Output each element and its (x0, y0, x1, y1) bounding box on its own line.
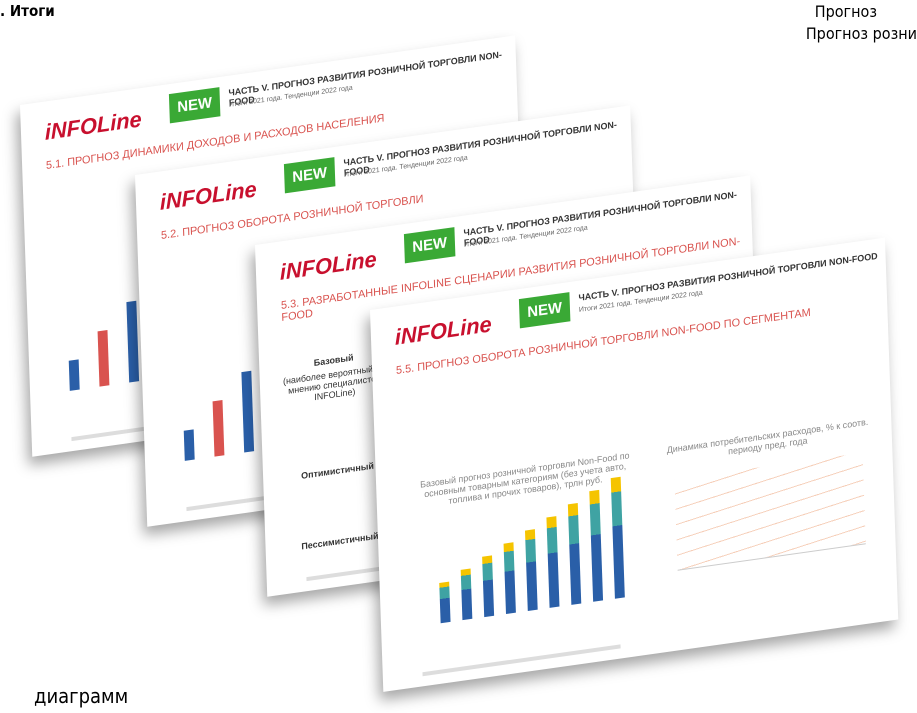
bar (610, 476, 625, 599)
bar (241, 370, 255, 453)
bar (183, 429, 195, 461)
line-chart (674, 452, 866, 571)
new-badge: NEW (403, 227, 456, 264)
header-right: Прогноз розни (805, 24, 917, 43)
slide: iNFOLine NEW ЧАСТЬ V. ПРОГНОЗ РАЗВИТИЯ РОЗ… (370, 237, 899, 692)
header-right: Прогноз (814, 2, 877, 21)
bar (439, 581, 451, 624)
new-badge: NEW (518, 292, 571, 329)
bar (503, 542, 516, 615)
bar (567, 502, 582, 605)
bar (589, 489, 604, 602)
bar (126, 300, 140, 383)
logo: iNFOLine (279, 246, 378, 285)
chart-title: Базовый прогноз розничной торговли Non-F… (420, 450, 630, 506)
logo: iNFOLine (159, 176, 258, 215)
bar (212, 400, 225, 457)
logo: iNFOLine (394, 311, 493, 350)
bar (460, 568, 473, 621)
bar (524, 529, 538, 611)
bar (68, 359, 80, 391)
logo: iNFOLine (44, 106, 143, 145)
new-badge: NEW (168, 87, 221, 124)
footer-links (422, 644, 621, 677)
bar (546, 516, 560, 608)
new-badge: NEW (283, 157, 336, 194)
caption: диаграмм (34, 684, 129, 708)
bar (482, 555, 495, 618)
header-left: . Итоги (0, 2, 55, 20)
bar (97, 330, 110, 387)
